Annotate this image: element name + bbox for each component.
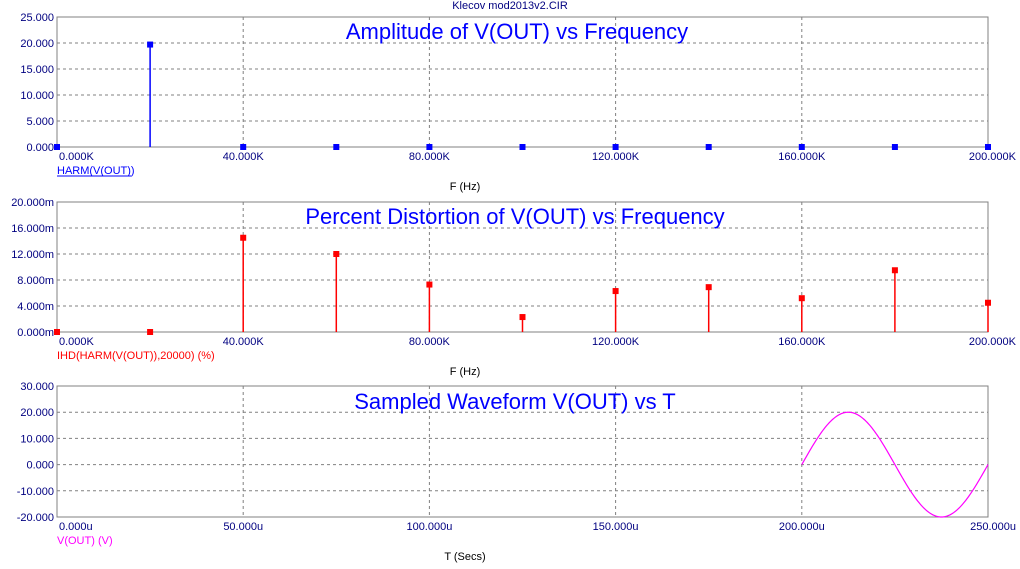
series-label[interactable]: V(OUT) (V) <box>57 535 113 547</box>
data-point-marker <box>891 267 898 274</box>
series-label[interactable]: IHD(HARM(V(OUT)),20000) (%) <box>57 350 215 362</box>
data-point-marker <box>54 329 60 335</box>
x-tick-label: 200.000K <box>969 336 1017 348</box>
x-tick-label: 150.000u <box>593 521 639 533</box>
x-tick-label: 80.000K <box>409 336 451 348</box>
series-label[interactable]: HARM(V(OUT)) <box>57 165 135 177</box>
waveform-line <box>801 411 989 518</box>
x-tick-label: 40.000K <box>223 151 265 163</box>
y-tick-label: 0.000m <box>17 327 54 339</box>
y-tick-label: 30.000 <box>20 381 54 393</box>
x-tick-label: 100.000u <box>406 521 452 533</box>
y-tick-label: 15.000 <box>20 64 54 76</box>
data-point-marker <box>985 144 991 150</box>
y-tick-label: 20.000 <box>20 407 54 419</box>
y-tick-label: 10.000 <box>20 433 54 445</box>
x-tick-label: 0.000K <box>59 151 95 163</box>
data-point-marker <box>612 288 619 295</box>
data-point-marker <box>798 295 805 302</box>
data-point-marker <box>54 144 60 150</box>
x-axis-label: F (Hz) <box>450 181 481 193</box>
data-point-marker <box>426 281 433 288</box>
data-point-marker <box>519 144 526 150</box>
y-tick-label: 5.000 <box>26 116 54 128</box>
y-tick-label: 12.000m <box>11 249 54 261</box>
x-tick-label: 160.000K <box>778 151 826 163</box>
y-tick-label: 25.000 <box>20 12 54 24</box>
y-tick-label: -10.000 <box>17 486 54 498</box>
x-tick-label: 40.000K <box>223 336 265 348</box>
x-tick-label: 0.000u <box>59 521 93 533</box>
data-point-marker <box>705 144 712 150</box>
x-axis-label: T (Secs) <box>444 551 485 563</box>
data-point-marker <box>333 144 340 150</box>
data-point-marker <box>798 144 805 150</box>
x-tick-label: 160.000K <box>778 336 826 348</box>
data-point-marker <box>985 299 991 306</box>
y-tick-label: 4.000m <box>17 301 54 313</box>
x-tick-label: 120.000K <box>592 151 640 163</box>
y-tick-label: -20.000 <box>17 512 54 524</box>
y-tick-label: 0.000 <box>26 460 54 472</box>
y-tick-label: 20.000m <box>11 197 54 209</box>
data-point-marker <box>333 251 340 257</box>
y-tick-label: 0.000 <box>26 142 54 154</box>
y-tick-label: 10.000 <box>20 90 54 102</box>
data-point-marker <box>147 329 154 335</box>
x-tick-label: 80.000K <box>409 151 451 163</box>
data-point-marker <box>705 284 712 291</box>
y-tick-label: 20.000 <box>20 38 54 50</box>
data-point-marker <box>240 234 247 241</box>
x-axis-label: F (Hz) <box>450 366 481 378</box>
x-tick-label: 120.000K <box>592 336 640 348</box>
plot-title: Amplitude of V(OUT) vs Frequency <box>346 19 688 44</box>
x-tick-label: 250.000u <box>970 521 1016 533</box>
plot-3-frame <box>56 385 989 518</box>
data-point-marker <box>519 314 526 321</box>
y-tick-label: 8.000m <box>17 275 54 287</box>
data-point-marker <box>891 144 898 150</box>
data-point-marker <box>612 144 619 150</box>
window-title: Klecov mod2013v2.CIR <box>452 0 568 12</box>
data-point-marker <box>147 41 154 48</box>
x-tick-label: 200.000K <box>969 151 1017 163</box>
data-point-marker <box>426 144 433 150</box>
x-tick-label: 200.000u <box>779 521 825 533</box>
plot-title: Sampled Waveform V(OUT) vs T <box>354 389 676 414</box>
y-tick-label: 16.000m <box>11 223 54 235</box>
x-tick-label: 0.000K <box>59 336 95 348</box>
x-tick-label: 50.000u <box>223 521 263 533</box>
plot-title: Percent Distortion of V(OUT) vs Frequenc… <box>305 204 724 229</box>
data-point-marker <box>240 144 247 150</box>
